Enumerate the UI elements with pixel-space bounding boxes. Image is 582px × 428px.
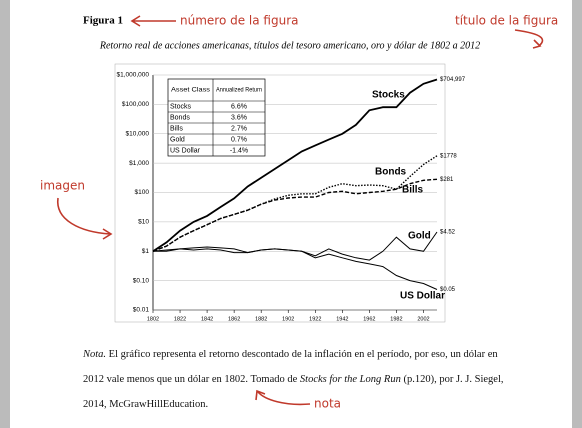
figure-title: Retorno real de acciones americanas, tít… <box>99 40 480 51</box>
series-line <box>152 231 438 261</box>
table-frame <box>167 78 266 157</box>
arrow <box>255 389 311 406</box>
x-tick-label: 1902 <box>282 316 294 322</box>
book-title: Stocks for the Long Run <box>299 374 401 385</box>
series-line <box>153 246 438 290</box>
table-cell: 0.7% <box>231 136 247 143</box>
y-tick-label: $0.10 <box>133 277 150 284</box>
figure-label: Figura 1 <box>83 15 123 27</box>
x-tick-label: 1882 <box>255 316 267 322</box>
series-line <box>152 78 438 253</box>
table-cell: Gold <box>170 136 185 143</box>
y-tick-label: $1,000,000 <box>116 72 149 79</box>
image-frame <box>114 63 446 323</box>
x-tick-label: 1962 <box>363 316 375 322</box>
arrow <box>57 197 113 240</box>
end-label: $281 <box>440 177 454 183</box>
x-tick-label: 1862 <box>228 316 240 322</box>
table-cell: 3.6% <box>231 114 247 121</box>
table-cell: 6.6% <box>231 103 247 110</box>
table-header: Annualized Return <box>216 87 262 94</box>
table-cell: US Dollar <box>170 147 201 154</box>
x-tick-label: 1802 <box>147 316 159 322</box>
series-label: Bonds <box>375 167 407 178</box>
end-label: $0.05 <box>440 287 456 293</box>
table-header: Asset Class <box>171 87 211 94</box>
note-label: Nota. <box>83 349 107 360</box>
note: Nota. El gráfico representa el retorno d… <box>83 342 508 417</box>
y-tick-label: $1 <box>142 248 150 255</box>
annotation: título de la figura <box>455 14 558 28</box>
series-line <box>152 155 438 252</box>
y-tick-label: $1,000 <box>129 160 149 167</box>
end-label: $4.52 <box>440 230 456 236</box>
series-label: Gold <box>408 231 431 242</box>
y-tick-label: $0.01 <box>133 307 150 314</box>
arrow <box>130 15 176 27</box>
y-tick-label: $100,000 <box>122 101 149 108</box>
x-tick-label: 1982 <box>390 316 402 322</box>
series-label: Bills <box>402 185 424 196</box>
x-tick-label: 1822 <box>174 316 186 322</box>
note-text: El gráfico representa el retorno descont… <box>83 349 498 385</box>
end-label: $704,997 <box>440 77 466 83</box>
x-tick-label: 1922 <box>309 316 321 322</box>
series-label: Stocks <box>372 90 405 101</box>
annotation: imagen <box>40 179 85 193</box>
series-line <box>152 178 438 252</box>
annotation: nota <box>314 397 341 411</box>
note-text: (p.120), por J. J. Siegel, 2014, McGrawH… <box>83 374 504 410</box>
table-cell: Bonds <box>170 114 190 121</box>
y-tick-label: $10,000 <box>126 130 150 137</box>
end-label: $1778 <box>440 153 457 159</box>
x-tick-label: 2002 <box>417 316 429 322</box>
y-tick-label: $10 <box>138 219 149 226</box>
arrow <box>514 29 544 49</box>
table-cell: Stocks <box>170 103 192 110</box>
page-edge <box>572 0 582 428</box>
series-label: US Dollar <box>400 291 445 302</box>
x-tick-label: 1842 <box>201 316 213 322</box>
table-cell: Bills <box>170 125 183 132</box>
page-edge <box>0 0 10 428</box>
annotation: número de la figura <box>180 14 299 28</box>
y-tick-label: $100 <box>135 189 150 196</box>
x-tick-label: 1942 <box>336 316 348 322</box>
table-cell: 2.7% <box>231 125 247 132</box>
table-cell: -1.4% <box>230 147 248 154</box>
